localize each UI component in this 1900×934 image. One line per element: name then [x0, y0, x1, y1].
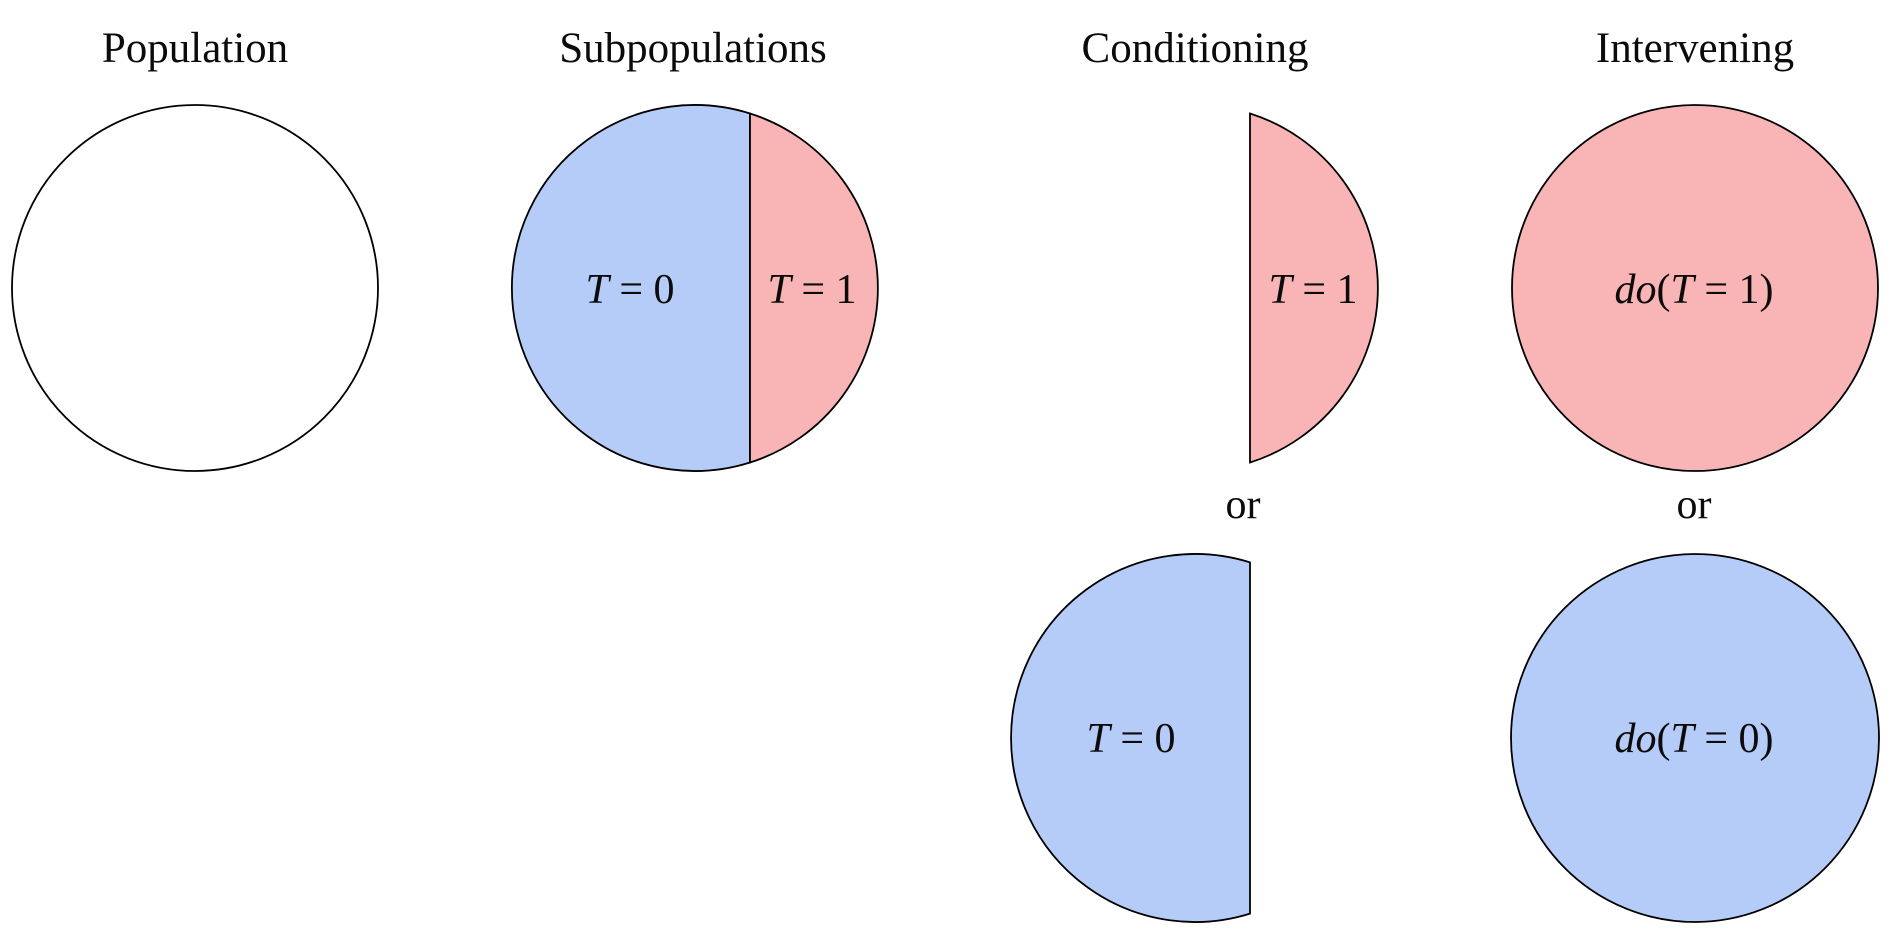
label-subpopulations-t0: T = 0	[585, 267, 674, 313]
label-conditioning-t0: T = 0	[1086, 716, 1175, 762]
column-title-intervening: Intervening	[1596, 25, 1794, 72]
label-intervening-do-t0: do(T = 0)	[1614, 716, 1773, 762]
label-paren: (	[1656, 716, 1670, 762]
label-conditioning-t1: T = 1	[1268, 267, 1357, 313]
label-intervening-do-t1: do(T = 1)	[1614, 267, 1773, 313]
intervening-do-t0-circle	[1510, 553, 1880, 923]
label-var: T	[1670, 267, 1696, 313]
label-paren: (	[1656, 267, 1670, 313]
label-subpopulations-t1: T = 1	[767, 267, 856, 313]
label-var: T	[767, 267, 793, 313]
label-rest: = 1)	[1694, 267, 1774, 313]
column-title-subpopulations: Subpopulations	[559, 25, 827, 72]
label-var: T	[1268, 267, 1294, 313]
conditioning-t1-segment	[1249, 112, 1379, 464]
label-var: T	[1086, 716, 1112, 762]
intervening-do-t1-circle	[1511, 104, 1879, 472]
label-var: T	[585, 267, 611, 313]
label-rest: = 1	[791, 267, 857, 313]
column-title-population: Population	[102, 25, 288, 72]
label-rest: = 0)	[1694, 716, 1774, 762]
label-do: do	[1614, 267, 1656, 313]
or-label-conditioning: or	[1226, 482, 1261, 528]
label-do: do	[1614, 716, 1656, 762]
or-label-intervening: or	[1677, 482, 1712, 528]
label-var: T	[1670, 716, 1696, 762]
label-rest: = 1	[1292, 267, 1358, 313]
label-rest: = 0	[609, 267, 675, 313]
subpopulations-t1-region	[749, 112, 879, 464]
conditioning-t0-segment	[1010, 553, 1251, 923]
population-circle	[11, 104, 379, 472]
label-rest: = 0	[1110, 716, 1176, 762]
column-title-conditioning: Conditioning	[1082, 25, 1309, 72]
subpopulations-t0-region	[511, 104, 751, 472]
